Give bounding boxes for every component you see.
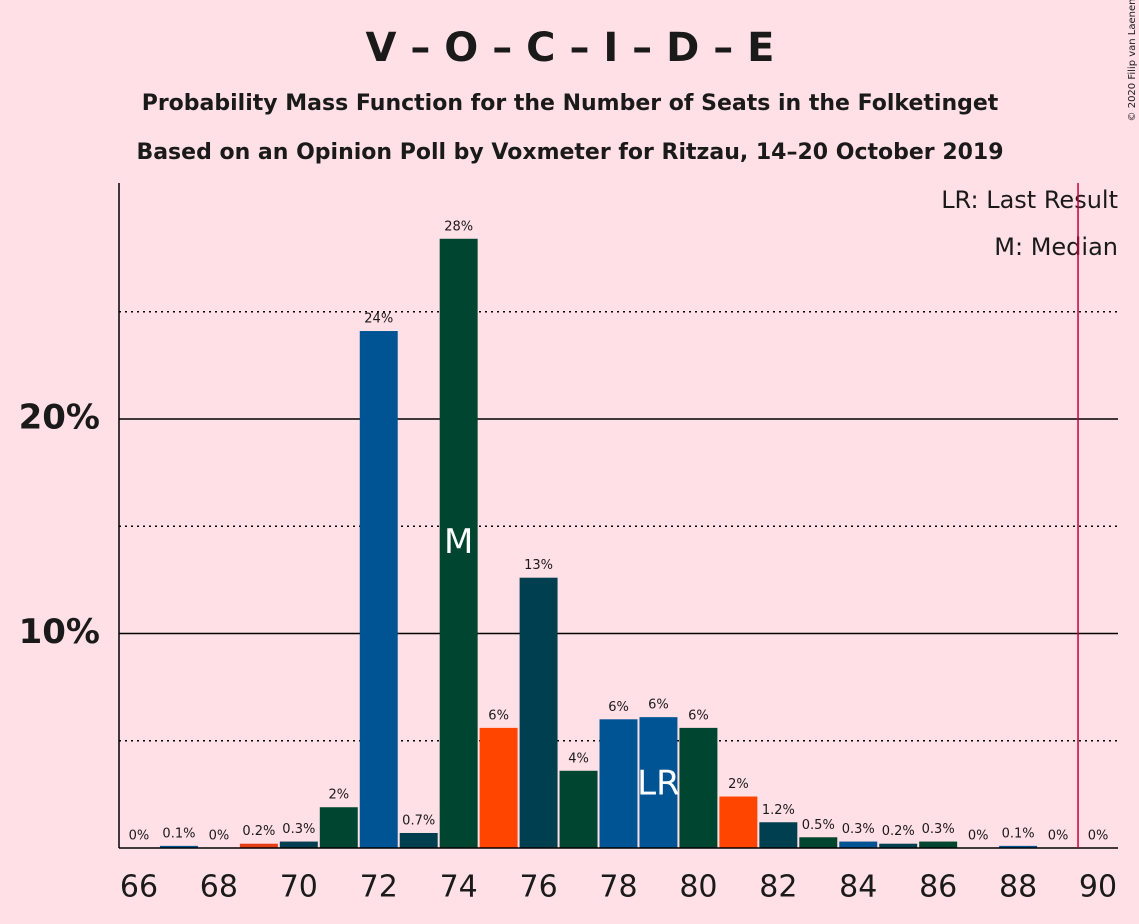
bar <box>759 822 798 848</box>
value-label: 24% <box>364 312 393 327</box>
y-tick-label: 20% <box>19 397 100 437</box>
value-label: 0% <box>209 829 230 844</box>
x-tick-label: 86 <box>919 870 957 905</box>
bar <box>279 841 318 848</box>
x-tick-label: 66 <box>120 870 158 905</box>
bar <box>919 841 958 848</box>
value-label: 0.1% <box>1002 826 1035 841</box>
credit: © 2020 Filip van Laenen <box>1127 0 1138 121</box>
bar <box>479 727 518 848</box>
x-tick-label: 74 <box>440 870 478 905</box>
value-label: 0.3% <box>842 822 875 837</box>
x-tick-label: 88 <box>999 870 1037 905</box>
value-label: 2% <box>728 777 749 792</box>
value-label: 0% <box>129 829 150 844</box>
bar <box>439 238 478 849</box>
legend-entry: M: Median <box>994 233 1118 261</box>
y-tick-label: 10% <box>19 612 100 652</box>
value-label: 1.2% <box>762 803 795 818</box>
bar <box>599 719 638 848</box>
bar <box>239 843 278 848</box>
chart-subtitle: Based on an Opinion Poll by Voxmeter for… <box>136 140 1003 165</box>
bar <box>879 843 918 848</box>
value-label: 2% <box>328 788 349 803</box>
x-tick-label: 90 <box>1079 870 1117 905</box>
bar <box>719 796 758 848</box>
bar <box>359 331 398 849</box>
value-label: 6% <box>488 708 509 723</box>
value-label: 0.3% <box>922 822 955 837</box>
value-label: 0.2% <box>242 824 275 839</box>
bar <box>839 841 878 848</box>
bar <box>399 832 438 848</box>
value-label: 6% <box>648 698 669 713</box>
value-label: 0% <box>1088 829 1109 844</box>
value-label: 6% <box>608 700 629 715</box>
bar <box>159 845 198 848</box>
x-tick-label: 82 <box>759 870 797 905</box>
annotation: LR <box>637 764 680 804</box>
x-tick-label: 72 <box>360 870 398 905</box>
x-tick-label: 70 <box>280 870 318 905</box>
annotation: M <box>444 522 473 562</box>
value-label: 28% <box>444 219 473 234</box>
x-tick-label: 80 <box>679 870 717 905</box>
value-label: 13% <box>524 558 553 573</box>
value-label: 0.3% <box>282 822 315 837</box>
value-label: 6% <box>688 708 709 723</box>
bar <box>639 717 678 848</box>
x-tick-label: 68 <box>200 870 238 905</box>
chart-subtitle: Probability Mass Function for the Number… <box>142 91 999 116</box>
legend-entry: LR: Last Result <box>941 186 1118 214</box>
x-tick-label: 78 <box>599 870 637 905</box>
value-label: 0% <box>1048 829 1069 844</box>
x-tick-label: 76 <box>519 870 557 905</box>
bar <box>559 770 598 848</box>
value-label: 0.7% <box>402 813 435 828</box>
chart-title: V – O – C – I – D – E <box>366 25 775 71</box>
bar <box>519 577 558 848</box>
value-label: 0.2% <box>882 824 915 839</box>
x-tick-label: 84 <box>839 870 877 905</box>
value-label: 0.1% <box>162 826 195 841</box>
bar <box>679 727 718 848</box>
value-label: 4% <box>568 751 589 766</box>
bar <box>799 837 838 848</box>
value-label: 0.5% <box>802 818 835 833</box>
value-label: 0% <box>968 829 989 844</box>
bar <box>319 807 358 848</box>
bar <box>999 845 1038 848</box>
